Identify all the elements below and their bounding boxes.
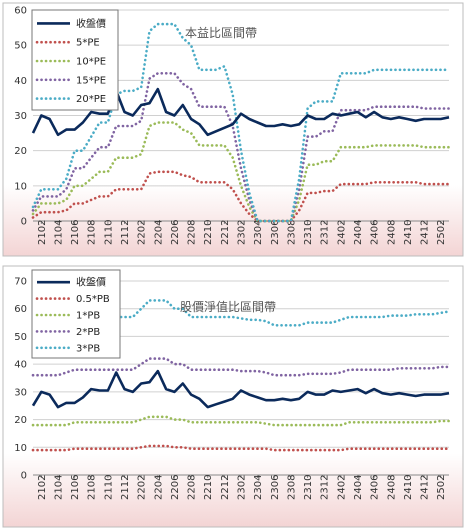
- x-tick-label: 2404: [353, 220, 364, 245]
- x-tick-label: 2204: [153, 220, 164, 245]
- x-tick-label: 2210: [203, 475, 214, 500]
- x-tick-label: 2410: [403, 220, 414, 245]
- x-tick-label: 2212: [220, 220, 231, 245]
- x-tick-label: 2406: [370, 475, 381, 500]
- y-tick-label: 40: [14, 76, 27, 87]
- legend-label-3: 15*PE: [76, 75, 106, 86]
- y-tick-label: 30: [14, 111, 27, 122]
- x-tick-label: 2110: [103, 475, 114, 500]
- pb-band-chart: 0 10 20 30 40 50 60 70 2102 2104 2106 2108 2110 2112 2…: [14, 269, 451, 500]
- chart-title: 股價淨值比區間帶: [180, 299, 276, 314]
- series-line-0: [31, 369, 450, 409]
- x-tick-label: 2104: [53, 475, 64, 500]
- x-tick-label: 2202: [137, 475, 148, 500]
- y-tick-label: 40: [14, 360, 27, 371]
- legend-label-2: 10*PE: [76, 57, 106, 68]
- legend-label-4: 3*PB: [76, 343, 100, 354]
- x-tick-label: 2408: [386, 475, 397, 500]
- x-tick-label: 2102: [37, 220, 48, 245]
- x-tick-label: 2406: [370, 220, 381, 245]
- x-tick-label: 2210: [203, 220, 214, 245]
- y-tick-label: 20: [14, 415, 27, 426]
- x-tick-label: 2202: [137, 220, 148, 245]
- x-tick-label: 2304: [253, 475, 264, 500]
- y-tick-label: 10: [14, 443, 27, 454]
- x-tick-label: 2108: [87, 475, 98, 500]
- x-tick-label: 2102: [37, 475, 48, 500]
- x-tick-label: 2104: [53, 220, 64, 245]
- series-line-2: [31, 415, 451, 427]
- x-tick-label: 2312: [320, 475, 331, 500]
- x-tick-label: 2310: [303, 220, 314, 245]
- x-tick-label: 2302: [237, 475, 248, 500]
- series-line-0: [31, 87, 450, 137]
- x-tick-label: 2408: [386, 220, 397, 245]
- x-tick-label: 2306: [270, 220, 281, 245]
- x-tick-label: 2110: [103, 220, 114, 245]
- y-tick-label: 70: [14, 277, 27, 288]
- series-line-3: [31, 357, 451, 377]
- legend-label-3: 2*PB: [76, 327, 100, 338]
- legend-label-0: 收盤價: [76, 17, 106, 30]
- legend-label-2: 1*PB: [76, 311, 100, 322]
- x-tick-label: 2206: [170, 220, 181, 245]
- x-tick-label: 2402: [336, 220, 347, 245]
- x-tick-label: 2412: [420, 475, 431, 500]
- y-tick-label: 20: [14, 146, 27, 157]
- x-tick-label: 2206: [170, 475, 181, 500]
- x-tick-label: 2402: [336, 475, 347, 500]
- x-tick-label: 2312: [320, 220, 331, 245]
- x-tick-label: 2412: [420, 220, 431, 245]
- legend-label-1: 5*PE: [76, 38, 100, 49]
- x-tick-label: 2410: [403, 475, 414, 500]
- legend: 收盤價 5*PE 10*PE 15*PE 20*PE: [31, 9, 119, 111]
- x-tick-label: 2208: [187, 220, 198, 245]
- series-line-4: [31, 22, 451, 223]
- x-tick-label: 2302: [237, 220, 248, 245]
- x-tick-label: 2404: [353, 475, 364, 500]
- x-tick-label: 2304: [253, 220, 264, 245]
- pe-band-chart: 0 10 20 30 40 50 60 2102 2104 2106 2108 2110 2112 220…: [14, 6, 451, 245]
- x-tick-label: 2306: [270, 475, 281, 500]
- x-tick-label: 2112: [120, 475, 131, 500]
- x-tick-label: 2106: [70, 475, 81, 500]
- legend-label-0: 收盤價: [76, 276, 106, 289]
- x-tick-label: 2108: [87, 220, 98, 245]
- y-tick-label: 60: [14, 6, 27, 17]
- series-line-3: [31, 72, 451, 223]
- x-tick-label: 2308: [286, 475, 297, 500]
- y-tick-label: 10: [14, 181, 27, 192]
- x-tick-label: 2204: [153, 475, 164, 500]
- x-tick-label: 2310: [303, 475, 314, 500]
- legend-label-1: 0.5*PB: [76, 294, 110, 305]
- legend: 收盤價 0.5*PB 1*PB 2*PB 3*PB: [31, 269, 121, 359]
- series-line-1: [31, 444, 451, 452]
- x-tick-label: 2208: [187, 475, 198, 500]
- series-line-1: [31, 170, 451, 223]
- x-tick-label: 2212: [220, 475, 231, 500]
- y-tick-label: 0: [21, 217, 27, 228]
- x-tick-label: 2502: [436, 220, 447, 245]
- y-tick-label: 50: [14, 332, 27, 343]
- chart-title: 本益比區間帶: [185, 26, 257, 40]
- y-tick-label: 30: [14, 387, 27, 398]
- x-tick-label: 2308: [286, 220, 297, 245]
- x-tick-label: 2106: [70, 220, 81, 245]
- y-tick-label: 50: [14, 41, 27, 52]
- legend-label-4: 20*PE: [76, 94, 106, 105]
- x-tick-label: 2502: [436, 475, 447, 500]
- y-tick-label: 60: [14, 304, 27, 315]
- x-tick-label: 2112: [120, 220, 131, 245]
- y-tick-label: 0: [21, 471, 27, 482]
